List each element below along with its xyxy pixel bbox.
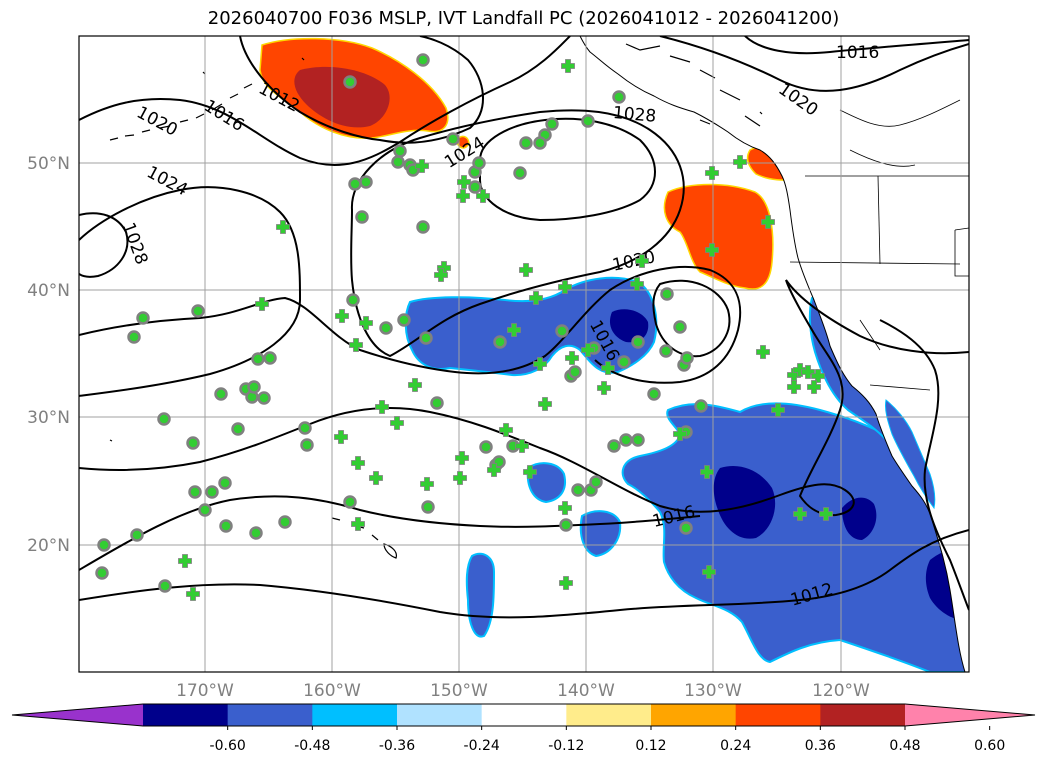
negative-area-south [465, 552, 496, 638]
lon-tick: 170°W [176, 681, 234, 701]
contour-1024-w [79, 186, 302, 397]
contour-1016-right [879, 319, 969, 611]
colorbar-tick-label: -0.36 [379, 738, 415, 754]
lon-tick: 150°W [430, 681, 488, 701]
colorbar-extend-low [12, 704, 143, 726]
lon-tick: 130°W [684, 681, 742, 701]
colorbar-segment [397, 704, 483, 726]
contour-label: 1028 [612, 103, 657, 127]
colorbar-tick-label: 0.48 [889, 738, 920, 754]
contour-1016-lobe [652, 279, 731, 358]
colorbar-tick-label: 0.36 [805, 738, 836, 754]
latitude-labels: 50°N 40°N 30°N 20°N [27, 154, 70, 556]
contour-label: 1028 [118, 220, 152, 267]
colorbar-tick-label: 0.60 [974, 738, 1005, 754]
contour-label: 1020 [133, 103, 181, 141]
longitude-labels: 170°W 160°W 150°W 140°W 130°W 120°W [176, 681, 870, 701]
colorbar-tick-label: -0.12 [548, 738, 584, 754]
colorbar-segment [735, 704, 821, 726]
contour-1016-north [744, 36, 969, 55]
lon-tick: 140°W [557, 681, 615, 701]
lon-tick: 160°W [303, 681, 361, 701]
lat-tick: 30°N [27, 408, 70, 428]
aleutian-islands [109, 83, 253, 141]
dot-marker-highlight [679, 521, 693, 535]
map-frame [78, 35, 970, 673]
negative-area-southsmall [579, 510, 622, 558]
map-title: 2026040700 F036 MSLP, IVT Landfall PC (2… [207, 8, 840, 29]
colorbar-tick-label: -0.48 [294, 738, 330, 754]
colorbar-segment [651, 704, 737, 726]
negative-area-central-core [609, 309, 649, 343]
colorbar-segment [566, 704, 652, 726]
colorbar-segment [143, 704, 229, 726]
positive-area-gulf [663, 183, 774, 290]
contour-1028-w [79, 212, 129, 278]
colorbar-segment [227, 704, 313, 726]
map-panel: 1016 1020 1028 1024 1012 1016 1020 1024 … [79, 36, 969, 672]
colorbar: -0.60 -0.48 -0.36 -0.24 -0.12 0.12 0.24 0.36 0.4… [11, 703, 1036, 754]
colorbar-tick-label: 0.12 [635, 738, 666, 754]
baja-peninsula [885, 399, 936, 510]
dot-marker-highlight [493, 335, 507, 349]
colorbar-extend-high [905, 704, 1035, 726]
colorbar-segment [481, 704, 567, 726]
contour-1016-main [79, 279, 969, 517]
pacific-specks [109, 57, 763, 442]
positive-ivt-areas [259, 37, 808, 290]
contour-1024-center [350, 109, 685, 358]
contour-1028-center [479, 117, 656, 222]
lat-tick: 50°N [27, 154, 70, 174]
contour-1016-nw [239, 36, 484, 144]
colorbar-tick-label: 0.24 [720, 738, 751, 754]
north-america-land [579, 36, 969, 672]
contour-1020-nw [79, 36, 571, 166]
colorbar-segments [12, 704, 1035, 726]
alaska-islands [625, 43, 761, 127]
lat-tick: 20°N [27, 536, 70, 556]
negative-area-core-1 [713, 466, 776, 539]
islands [109, 43, 763, 559]
contour-label: 1016 [836, 43, 879, 63]
lat-tick: 40°N [27, 281, 70, 301]
negative-area-hawaii-east [526, 462, 566, 504]
colorbar-segment [820, 704, 906, 726]
contour-1020-mid [79, 265, 742, 384]
positive-area-bering-core [294, 66, 390, 128]
lon-tick: 120°W [812, 681, 870, 701]
colorbar-outline [11, 703, 1036, 727]
colorbar-tick-label: -0.60 [210, 738, 246, 754]
coastlines [579, 36, 969, 672]
contour-1020-ne [659, 36, 969, 92]
colorbar-ticks: -0.60 -0.48 -0.36 -0.24 -0.12 0.12 0.24 0.36 0.4… [210, 726, 1005, 754]
colorbar-segment [312, 704, 398, 726]
colorbar-tick-label: -0.24 [464, 738, 500, 754]
contour-label: 1016 [200, 96, 247, 136]
contour-label: 1024 [143, 162, 191, 200]
